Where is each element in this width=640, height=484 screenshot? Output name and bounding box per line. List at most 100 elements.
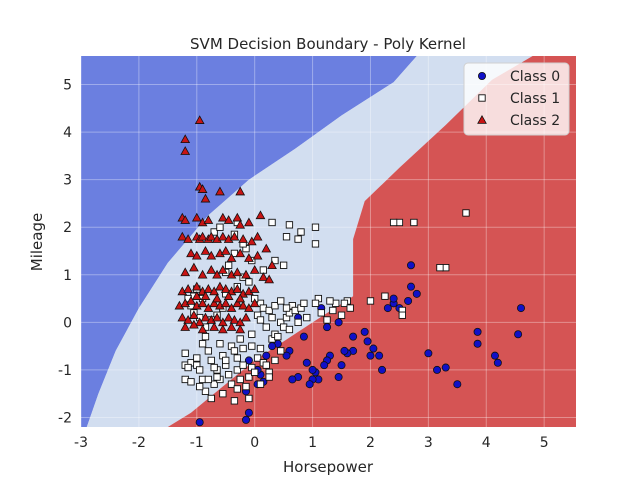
class-2-point (223, 215, 234, 224)
class-0-point (490, 351, 499, 360)
y-axis-label: Mileage (28, 213, 46, 271)
class-1-point (277, 297, 285, 305)
x-tick-label: 1 (308, 435, 317, 451)
scatter-points (174, 115, 526, 427)
class-1-point (326, 297, 334, 305)
class-2-point (215, 186, 225, 196)
x-tick-label: -1 (190, 435, 204, 451)
class-2-point (186, 248, 196, 258)
class-2-point (197, 324, 208, 334)
class-1-point (294, 318, 302, 327)
class-2-point (180, 134, 191, 143)
class-2-point (246, 236, 257, 246)
class-2-point (217, 324, 228, 334)
class-1-point (282, 304, 291, 312)
class-1-point (239, 361, 247, 369)
class-1-point (311, 223, 320, 231)
class-2-point (232, 267, 243, 277)
class-1-point (204, 375, 213, 384)
class-0-point (305, 380, 314, 389)
class-0-point (288, 375, 297, 384)
class-1-point (329, 306, 337, 315)
y-tick-label: 0 (63, 315, 72, 331)
class-2-point (186, 295, 196, 305)
class-1-point (245, 278, 253, 286)
y-tick-label: -2 (58, 410, 72, 426)
class-1-point (265, 373, 273, 381)
class-2-point (232, 212, 243, 222)
class-1-point (303, 313, 311, 322)
class-0-point (514, 330, 523, 339)
class-1-point (233, 354, 241, 362)
class-1-point (317, 309, 325, 317)
class-1-point (381, 292, 389, 300)
class-2-point (203, 303, 214, 312)
class-2-point (197, 184, 208, 193)
class-1-point (213, 373, 221, 381)
class-2-point (206, 265, 217, 274)
class-2-point (209, 298, 220, 308)
class-1-point (256, 316, 265, 324)
class-1-point (216, 223, 224, 231)
class-0-point (406, 282, 415, 291)
class-2-point (200, 245, 211, 255)
region-class-0 (81, 56, 417, 427)
class-1-point (311, 299, 320, 307)
class-2-point (197, 231, 208, 241)
class-2-point (249, 284, 260, 293)
class-2-point (229, 314, 240, 324)
class-1-point (207, 394, 215, 403)
class-2-point (238, 300, 248, 310)
class-0-point (389, 294, 398, 303)
class-1-point (242, 382, 250, 391)
class-0-point (268, 342, 277, 351)
class-1-point (222, 356, 230, 365)
class-2-point (226, 253, 237, 262)
class-0-point (241, 415, 250, 424)
class-0-point (517, 304, 526, 313)
class-2-point (258, 272, 269, 281)
class-2-point (264, 274, 275, 284)
class-1-point (201, 387, 210, 395)
class-2-point (249, 298, 260, 308)
class-1-point (233, 385, 241, 393)
class-1-point (210, 363, 218, 372)
class-1-point (410, 218, 418, 227)
class-0-point (383, 304, 392, 313)
class-0-point (195, 418, 204, 427)
class-1-point (262, 323, 270, 331)
class-2-point (191, 291, 202, 300)
class-0-point (334, 373, 343, 382)
class-2-point (212, 312, 222, 322)
class-1-point (224, 261, 233, 269)
class-2-point (209, 322, 220, 331)
class-2-point (215, 281, 225, 291)
class-1-point (196, 382, 204, 391)
region-class-2 (167, 56, 576, 427)
class-0-point (299, 332, 308, 341)
legend-box (463, 62, 570, 136)
class-1-point (346, 304, 354, 312)
legend-marker-class-2 (477, 114, 487, 124)
class-0-point (375, 351, 384, 360)
class-1-point (224, 371, 233, 379)
class-2-point (217, 265, 228, 274)
class-0-point (406, 261, 415, 270)
legend-label: Class 2 (510, 113, 560, 129)
class-1-point (245, 394, 253, 403)
class-1-point (236, 335, 244, 343)
class-1-point (207, 356, 215, 365)
class-1-point (285, 221, 294, 229)
class-2-point (212, 293, 222, 303)
class-0-point (360, 327, 369, 336)
class-2-point (217, 231, 228, 241)
class-1-point (193, 354, 201, 362)
class-2-point (200, 193, 211, 203)
class-0-point (424, 349, 433, 358)
class-0-point (320, 361, 329, 370)
class-2-point (191, 212, 202, 222)
class-2-point (235, 248, 246, 258)
x-tick-label: -3 (74, 435, 88, 451)
class-1-point (187, 378, 195, 386)
